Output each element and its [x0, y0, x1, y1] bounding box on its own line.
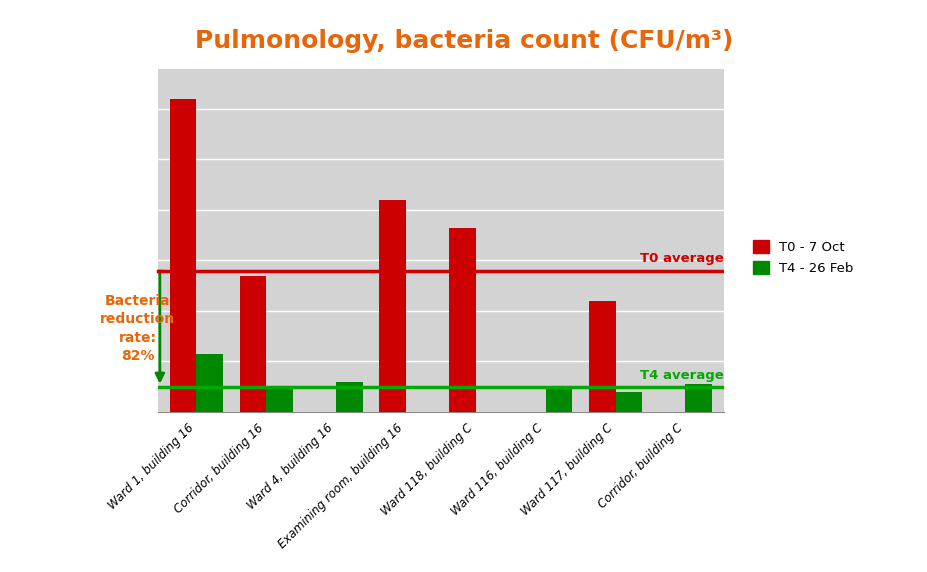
- Legend: T0 - 7 Oct, T4 - 26 Feb: T0 - 7 Oct, T4 - 26 Feb: [753, 240, 853, 275]
- Bar: [239, 276, 266, 412]
- Bar: [379, 200, 405, 412]
- Bar: [449, 228, 476, 412]
- Text: Pulmonology, bacteria count (CFU/m³): Pulmonology, bacteria count (CFU/m³): [195, 29, 732, 53]
- Bar: [196, 354, 222, 412]
- Bar: [685, 384, 711, 412]
- Bar: [336, 382, 362, 412]
- Text: T4 average: T4 average: [640, 368, 723, 382]
- Bar: [545, 387, 572, 412]
- Text: Bacteria
reduction
rate:
82%: Bacteria reduction rate: 82%: [100, 294, 175, 363]
- Bar: [170, 99, 196, 412]
- Bar: [589, 301, 615, 412]
- Bar: [615, 392, 641, 412]
- Text: T0 average: T0 average: [640, 252, 723, 265]
- Bar: [266, 387, 292, 412]
